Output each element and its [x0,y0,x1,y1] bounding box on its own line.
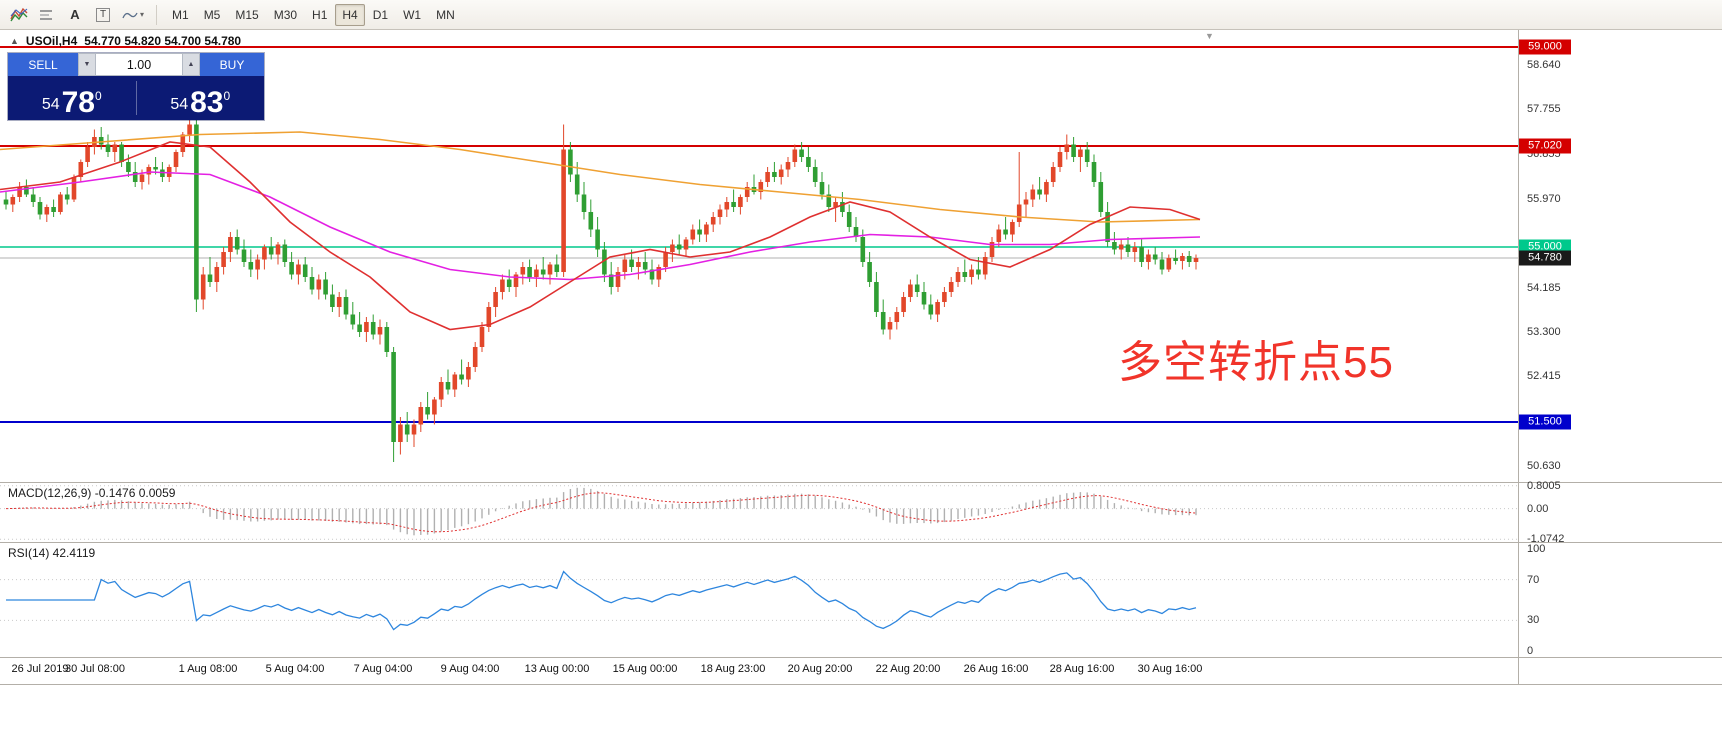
time-axis-label: 20 Aug 20:00 [787,663,853,675]
macd-axis-label: 0.00 [1527,502,1549,515]
panel-separator[interactable] [0,542,1722,543]
timeframe-button-mn[interactable]: MN [429,4,462,26]
time-axis-label: 15 Aug 00:00 [612,663,678,675]
bid-price[interactable]: 54 78 0 [8,76,136,120]
timeframe-button-d1[interactable]: D1 [366,4,395,26]
volume-increase-button[interactable]: ▲ [182,53,200,76]
price-badge-51.500: 51.500 [1519,414,1571,430]
toolbar-icon-group: A T ▾ [6,4,148,26]
candles-layer [3,119,1199,462]
timeframe-button-m1[interactable]: M1 [165,4,196,26]
chart-annotation-text: 多空转折点55 [1118,338,1394,387]
bid-price-small: 54 [41,96,60,113]
ask-price-small: 54 [170,96,189,113]
bid-price-sup: 0 [94,89,102,103]
rsi-axis-label: 70 [1527,573,1540,586]
price-axis-label: 52.415 [1527,370,1561,383]
buy-button[interactable]: BUY [200,53,264,76]
ohlc-values: 54.770 54.820 54.700 54.780 [84,34,242,48]
time-axis-label: 26 Aug 16:00 [963,663,1029,675]
price-axis-label: 57.755 [1527,103,1561,116]
ask-price-sup: 0 [223,89,231,103]
time-axis-label: 26 Jul 2019 [11,663,69,675]
price-badge-57.020: 57.020 [1519,138,1571,154]
bid-ask-display: 54 78 0 54 83 0 [8,76,264,120]
toolbar-separator [156,4,158,25]
symbol-collapse-arrow-icon[interactable]: ▲ [10,36,19,46]
timeframe-button-m30[interactable]: M30 [267,4,304,26]
macd-panel [0,483,1518,542]
time-axis-label: 30 Jul 08:00 [65,663,125,675]
timeframe-button-m5[interactable]: M5 [197,4,228,26]
rsi-label: RSI(14) 42.4119 [8,546,96,560]
chart-header: ▲ USOil,H4 54.770 54.820 54.700 54.780 [10,34,241,48]
time-axis: 26 Jul 2019 30 Jul 08:00 1 Aug 08:00 5 Aug … [0,658,1722,684]
ask-price-big: 83 [190,85,224,119]
toolbar: A T ▾ M1 M5 M15 M30 H1 H4 D1 W1 MN [0,0,1722,30]
time-axis-label: 28 Aug 16:00 [1049,663,1115,675]
time-axis-label: 18 Aug 23:00 [700,663,766,675]
panel-separator[interactable] [0,657,1722,658]
macd-axis-label: 0.8005 [1527,479,1561,492]
volume-decrease-button[interactable]: ▼ [78,53,96,76]
timeframe-button-m15[interactable]: M15 [228,4,265,26]
cycle-lines-icon[interactable]: ▾ [118,4,148,26]
rsi-axis-label: 30 [1527,614,1540,627]
indicator-lines-icon[interactable] [6,4,32,26]
time-axis-label: 1 Aug 08:00 [178,663,238,675]
panel-separator [0,684,1722,685]
order-row: SELL ▼ ▲ BUY [8,53,264,76]
bid-price-big: 78 [61,85,95,119]
time-axis-label: 30 Aug 16:00 [1137,663,1203,675]
price-axis: 58.640 57.755 56.855 55.970 54.185 53.300 52.4… [1518,0,1722,746]
price-badge-54.780: 54.780 [1519,250,1571,266]
ma-slow-orange [0,131,1201,223]
ask-price[interactable]: 54 83 0 [137,76,265,120]
ma-fast-red [0,141,1201,331]
bar-list-icon[interactable] [34,4,60,26]
time-axis-label: 9 Aug 04:00 [440,663,500,675]
sell-button[interactable]: SELL [8,53,78,76]
ma-mid-magenta [0,171,1201,281]
volume-input[interactable] [96,53,182,76]
timeframe-button-h1[interactable]: H1 [305,4,334,26]
time-axis-label: 13 Aug 00:00 [524,663,590,675]
price-axis-label: 55.970 [1527,192,1561,205]
price-axis-label: 50.630 [1527,459,1561,472]
price-axis-label: 54.185 [1527,281,1561,294]
macd-label: MACD(12,26,9) -0.1476 0.0059 [8,486,176,500]
timeframe-button-w1[interactable]: W1 [396,4,428,26]
axis-separator [1518,30,1519,684]
panel-separator[interactable] [0,482,1722,483]
price-axis-label: 58.640 [1527,59,1561,71]
rsi-axis-label: 0 [1527,645,1534,657]
timeframe-button-h4[interactable]: H4 [335,3,365,26]
price-axis-label: 53.300 [1527,326,1561,338]
time-axis-label: 22 Aug 20:00 [875,663,941,675]
macd-axis-label: -1.0742 [1527,533,1565,546]
price-divider [135,81,137,115]
text-label-icon[interactable]: A [62,4,88,26]
template-icon[interactable]: T [90,4,116,26]
timeframe-button-group: M1 M5 M15 M30 H1 H4 D1 W1 MN [165,3,462,26]
rsi-axis-label: 100 [1527,543,1546,555]
chart-shift-marker-icon[interactable]: ▼ [1205,31,1214,41]
rsi-panel [0,543,1518,657]
symbol-label: USOil,H4 [25,34,78,48]
price-badge-59.000: 59.000 [1519,39,1571,55]
time-axis-label: 7 Aug 04:00 [353,663,413,675]
time-axis-label: 5 Aug 04:00 [265,663,325,675]
